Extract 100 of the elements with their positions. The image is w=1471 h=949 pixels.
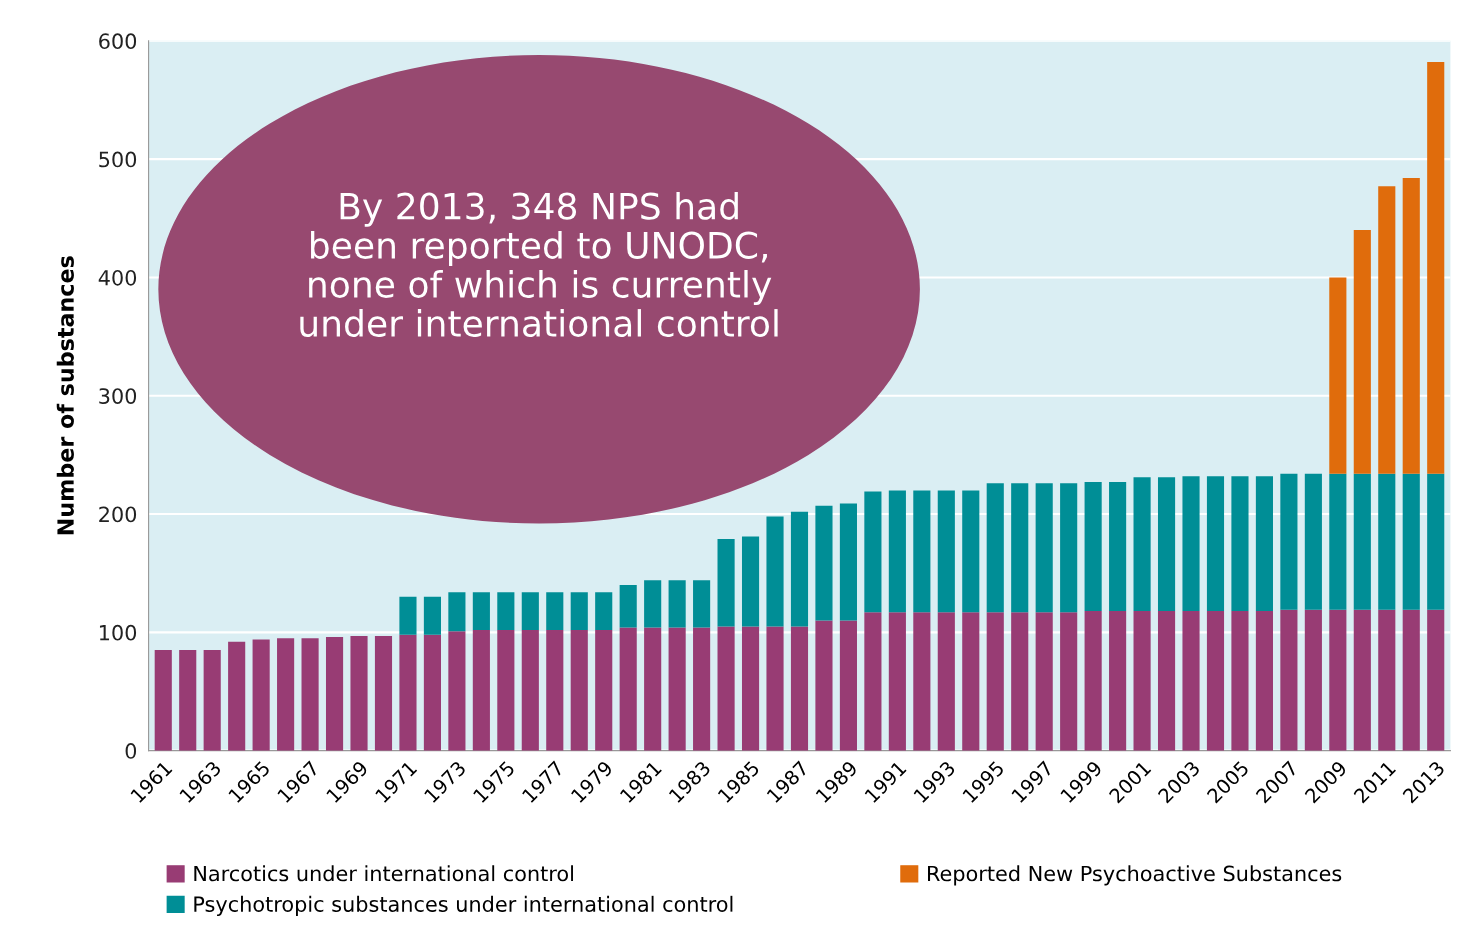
bar bbox=[1182, 611, 1200, 751]
bar bbox=[521, 592, 539, 630]
bar bbox=[1353, 230, 1371, 474]
bar bbox=[1402, 178, 1420, 474]
bar bbox=[1329, 609, 1347, 751]
bar bbox=[1060, 612, 1078, 751]
bar bbox=[1182, 476, 1200, 612]
bar bbox=[962, 490, 980, 613]
bar bbox=[644, 627, 662, 751]
bar bbox=[1133, 477, 1151, 612]
bar bbox=[693, 627, 711, 751]
bar bbox=[1329, 473, 1347, 610]
bar bbox=[766, 626, 784, 751]
y-tick-label: 100 bbox=[99, 624, 137, 641]
bar bbox=[497, 629, 515, 751]
bar bbox=[1035, 483, 1053, 613]
bar bbox=[864, 612, 882, 751]
bar bbox=[228, 641, 246, 751]
bar bbox=[1378, 473, 1396, 610]
y-tick-label: 300 bbox=[99, 388, 137, 404]
bar bbox=[913, 612, 931, 751]
bar bbox=[986, 612, 1004, 751]
bar bbox=[1329, 277, 1347, 474]
bar bbox=[1133, 611, 1151, 751]
bar bbox=[423, 634, 441, 751]
bar bbox=[888, 490, 906, 613]
bar bbox=[595, 592, 613, 630]
bar bbox=[1353, 473, 1371, 610]
annotation: By 2013, 348 NPS had been reported to UNODC, none of which is currently under international control bbox=[300, 191, 778, 338]
y-tick-label: 0 bbox=[125, 743, 137, 759]
y-tick-label: 500 bbox=[99, 151, 137, 168]
bar bbox=[448, 592, 466, 632]
y-tick-label: 200 bbox=[99, 506, 137, 523]
bar bbox=[1109, 482, 1127, 612]
bar bbox=[962, 612, 980, 751]
bar bbox=[1206, 611, 1225, 751]
bar bbox=[1157, 611, 1176, 751]
bar bbox=[717, 626, 735, 751]
bar bbox=[301, 638, 319, 751]
bar bbox=[668, 580, 686, 628]
legend-label: Psychotropic substances under international control bbox=[194, 895, 733, 916]
bar bbox=[937, 490, 955, 613]
bar bbox=[1427, 609, 1445, 751]
y-axis-title: Number of substances bbox=[56, 256, 74, 535]
bar bbox=[1304, 609, 1322, 751]
bar bbox=[1011, 612, 1029, 751]
bar bbox=[1402, 473, 1420, 610]
bar bbox=[277, 638, 295, 751]
bar bbox=[1084, 482, 1102, 612]
bar bbox=[766, 516, 784, 627]
bar bbox=[570, 592, 588, 630]
bar bbox=[325, 637, 344, 751]
bar bbox=[546, 629, 564, 751]
bar bbox=[644, 580, 662, 628]
bar bbox=[815, 620, 833, 751]
bar bbox=[179, 650, 197, 751]
bar bbox=[741, 626, 760, 751]
bar bbox=[423, 596, 441, 635]
bar bbox=[350, 635, 368, 751]
bar bbox=[741, 536, 760, 627]
bar bbox=[693, 580, 711, 628]
bar bbox=[1378, 609, 1396, 751]
bar bbox=[790, 626, 809, 751]
bar bbox=[1280, 609, 1298, 751]
bar bbox=[1060, 483, 1078, 613]
bar bbox=[864, 491, 882, 613]
bar bbox=[1255, 611, 1273, 751]
bar bbox=[399, 634, 417, 751]
legend-label: Reported New Psychoactive Substances bbox=[928, 865, 1342, 886]
bar bbox=[472, 629, 490, 751]
y-tick-label: 400 bbox=[98, 269, 137, 286]
bar bbox=[497, 592, 515, 630]
bar bbox=[1255, 476, 1273, 612]
bar bbox=[839, 503, 857, 621]
bar bbox=[717, 538, 735, 627]
bar bbox=[888, 612, 906, 751]
bar bbox=[839, 620, 857, 751]
bar bbox=[546, 592, 564, 630]
bar bbox=[1231, 611, 1249, 751]
bar bbox=[1206, 476, 1225, 612]
bar bbox=[154, 650, 172, 751]
y-tick-label: 600 bbox=[99, 33, 137, 50]
bar bbox=[619, 585, 637, 628]
bar bbox=[1109, 611, 1127, 751]
bar bbox=[1011, 483, 1029, 613]
bar bbox=[913, 490, 931, 613]
bar bbox=[399, 596, 417, 635]
bar bbox=[1353, 609, 1371, 751]
bar bbox=[1427, 473, 1445, 610]
bar bbox=[1035, 612, 1053, 751]
legend-label: Narcotics under international control bbox=[194, 865, 573, 882]
bar bbox=[619, 627, 637, 751]
bar bbox=[668, 627, 686, 751]
bar bbox=[1084, 611, 1102, 751]
bar bbox=[595, 629, 613, 751]
bar bbox=[252, 639, 270, 751]
bar bbox=[937, 612, 955, 751]
bar bbox=[1157, 477, 1176, 612]
bar bbox=[1280, 473, 1298, 610]
bar bbox=[1427, 62, 1445, 474]
